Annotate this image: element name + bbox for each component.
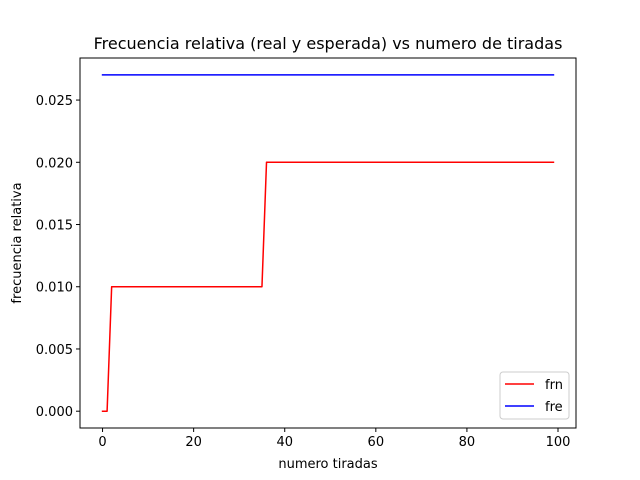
- y-tick-label: 0.010: [36, 281, 73, 296]
- x-axis-title: numero tiradas: [278, 457, 378, 472]
- y-tick-label: 0.000: [36, 405, 73, 420]
- series-layer: [101, 74, 555, 412]
- legend-label-frn: frn: [545, 378, 563, 393]
- legend: frn fre: [499, 371, 570, 420]
- y-tick-label: 0.015: [36, 219, 73, 234]
- x-tick-label: 60: [368, 435, 385, 450]
- chart-title: Frecuencia relativa (real y esperada) vs…: [94, 34, 563, 53]
- y-tick-label: 0.020: [36, 156, 73, 171]
- x-tick-label: 20: [185, 435, 202, 450]
- y-axis-title: frecuencia relativa: [10, 182, 25, 303]
- legend-label-fre: fre: [545, 400, 563, 415]
- plot-frame: [79, 57, 577, 429]
- plot-area: [80, 58, 576, 428]
- x-tick-label: 0: [98, 435, 106, 450]
- y-tick-label: 0.025: [36, 94, 73, 109]
- y-axis: 0.000 0.005 0.010 0.015 0.020 0.025: [36, 94, 80, 420]
- x-tick-label: 100: [546, 435, 571, 450]
- series-line-frn: [101, 161, 555, 412]
- x-axis: 0 20 40 60 80 100: [98, 428, 570, 450]
- x-tick-label: 40: [276, 435, 293, 450]
- y-tick-label: 0.005: [36, 343, 73, 358]
- x-tick-label: 80: [459, 435, 476, 450]
